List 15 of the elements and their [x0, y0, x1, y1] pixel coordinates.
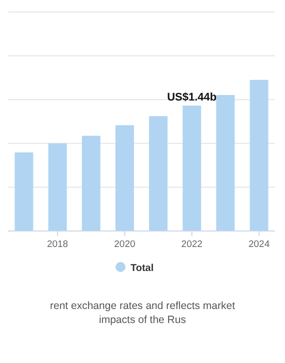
x-tick-label: 2024 [248, 239, 270, 250]
x-tick-label: 2018 [46, 239, 68, 250]
x-tick-label: 2022 [181, 239, 202, 250]
annotation: US$1.44b [167, 92, 217, 104]
bar [82, 136, 100, 231]
bar [149, 116, 168, 231]
text: rent exchange rates and reflects market impacts of the Rus [50, 300, 236, 326]
x-tick-label: 2020 [114, 239, 136, 250]
bar [48, 143, 67, 231]
bar [216, 95, 235, 231]
bar [115, 125, 134, 231]
bar [182, 106, 202, 231]
bar [250, 80, 268, 231]
legend-label: Total [130, 263, 154, 274]
bar [14, 152, 34, 231]
